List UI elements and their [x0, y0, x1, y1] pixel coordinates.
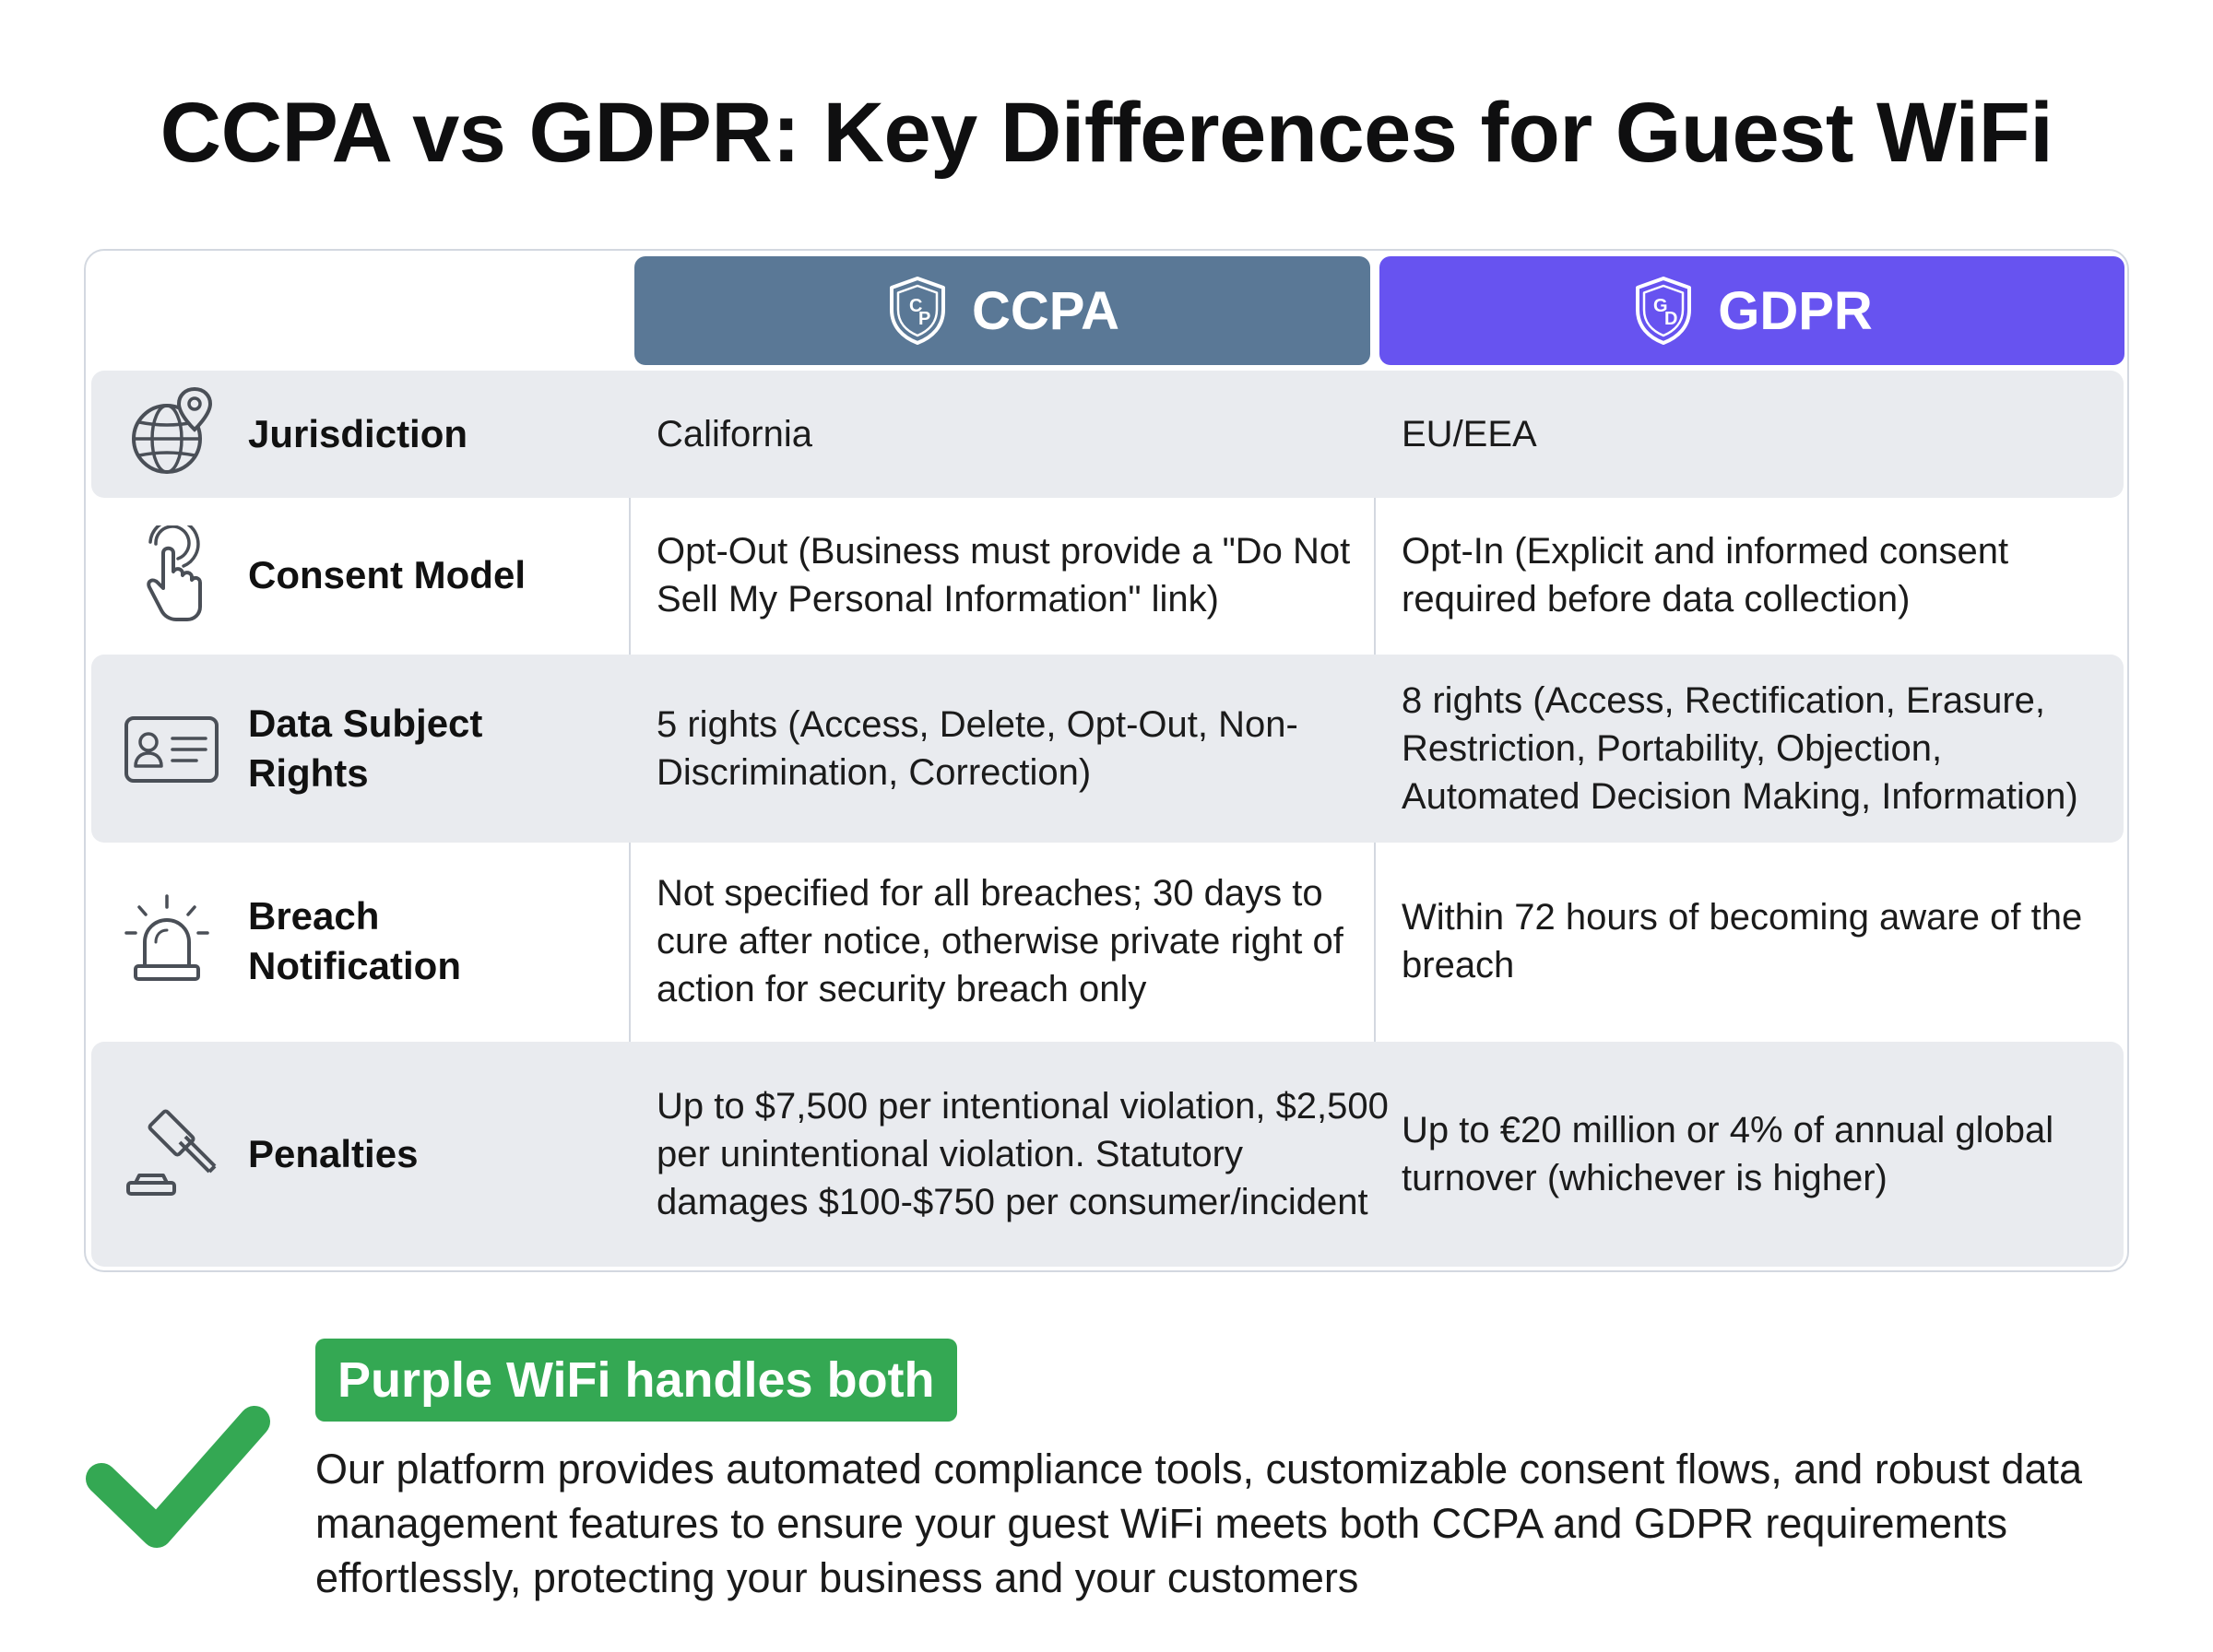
table-row-breach-notification: Breach Notification Not specified for al… [91, 843, 2124, 1040]
ccpa-cell: Opt-Out (Business must provide a "Do Not… [657, 531, 1351, 620]
gdpr-cell: EU/EEA [1402, 414, 1537, 454]
column-header-gdpr-label: GDPR [1718, 280, 1873, 341]
gdpr-cell: Opt-In (Explicit and informed consent re… [1402, 531, 2009, 620]
row-label: Consent Model [248, 553, 526, 596]
column-header-ccpa-label: CCPA [971, 280, 1120, 341]
status-badge: Purple WiFi handles both [315, 1339, 957, 1422]
gdpr-cell: 8 rights (Access, Rectification, Erasure… [1402, 680, 2078, 817]
ccpa-cell: Not specified for all breaches; 30 days … [657, 873, 1343, 1009]
globe-pin-icon [132, 386, 213, 474]
id-card-icon [124, 716, 219, 783]
table-row-penalties: Penalties Up to $7,500 per intentional v… [91, 1042, 2124, 1267]
row-label: Breach Notification [248, 894, 461, 987]
table-row-jurisdiction: Jurisdiction California EU/EEA [91, 371, 2124, 498]
row-label: Data Subject Rights [248, 702, 483, 795]
gdpr-cell: Up to €20 million or 4% of annual global… [1402, 1110, 2054, 1198]
gavel-icon [126, 1109, 217, 1196]
svg-text:C: C [909, 296, 922, 316]
column-header-gdpr: G D GDPR [1379, 256, 2124, 365]
ccpa-cell: California [657, 414, 812, 454]
checkmark-icon [86, 1406, 270, 1548]
column-header-ccpa: C P CCPA [634, 256, 1370, 365]
row-label: Penalties [248, 1132, 419, 1175]
shield-icon: G D [1636, 277, 1692, 345]
ccpa-cell: 5 rights (Access, Delete, Opt-Out, Non-D… [657, 704, 1298, 793]
table-row-data-subject-rights: Data Subject Rights 5 rights (Access, De… [91, 655, 2124, 843]
ccpa-cell: Up to $7,500 per intentional violation, … [657, 1086, 1389, 1222]
footer-description: Our platform provides automated complian… [315, 1446, 2082, 1601]
tap-hand-icon [147, 525, 202, 621]
row-label: Jurisdiction [248, 412, 468, 455]
svg-text:D: D [1664, 309, 1677, 329]
svg-text:G: G [1653, 296, 1668, 316]
page-title: CCPA vs GDPR: Key Differences for Guest … [160, 86, 2053, 180]
gdpr-cell: Within 72 hours of becoming aware of the… [1402, 897, 2083, 985]
svg-text:P: P [918, 309, 930, 329]
table-row-consent-model: Consent Model Opt-Out (Business must pro… [91, 498, 2124, 653]
alarm-siren-icon [124, 894, 209, 981]
shield-icon: C P [889, 277, 945, 345]
